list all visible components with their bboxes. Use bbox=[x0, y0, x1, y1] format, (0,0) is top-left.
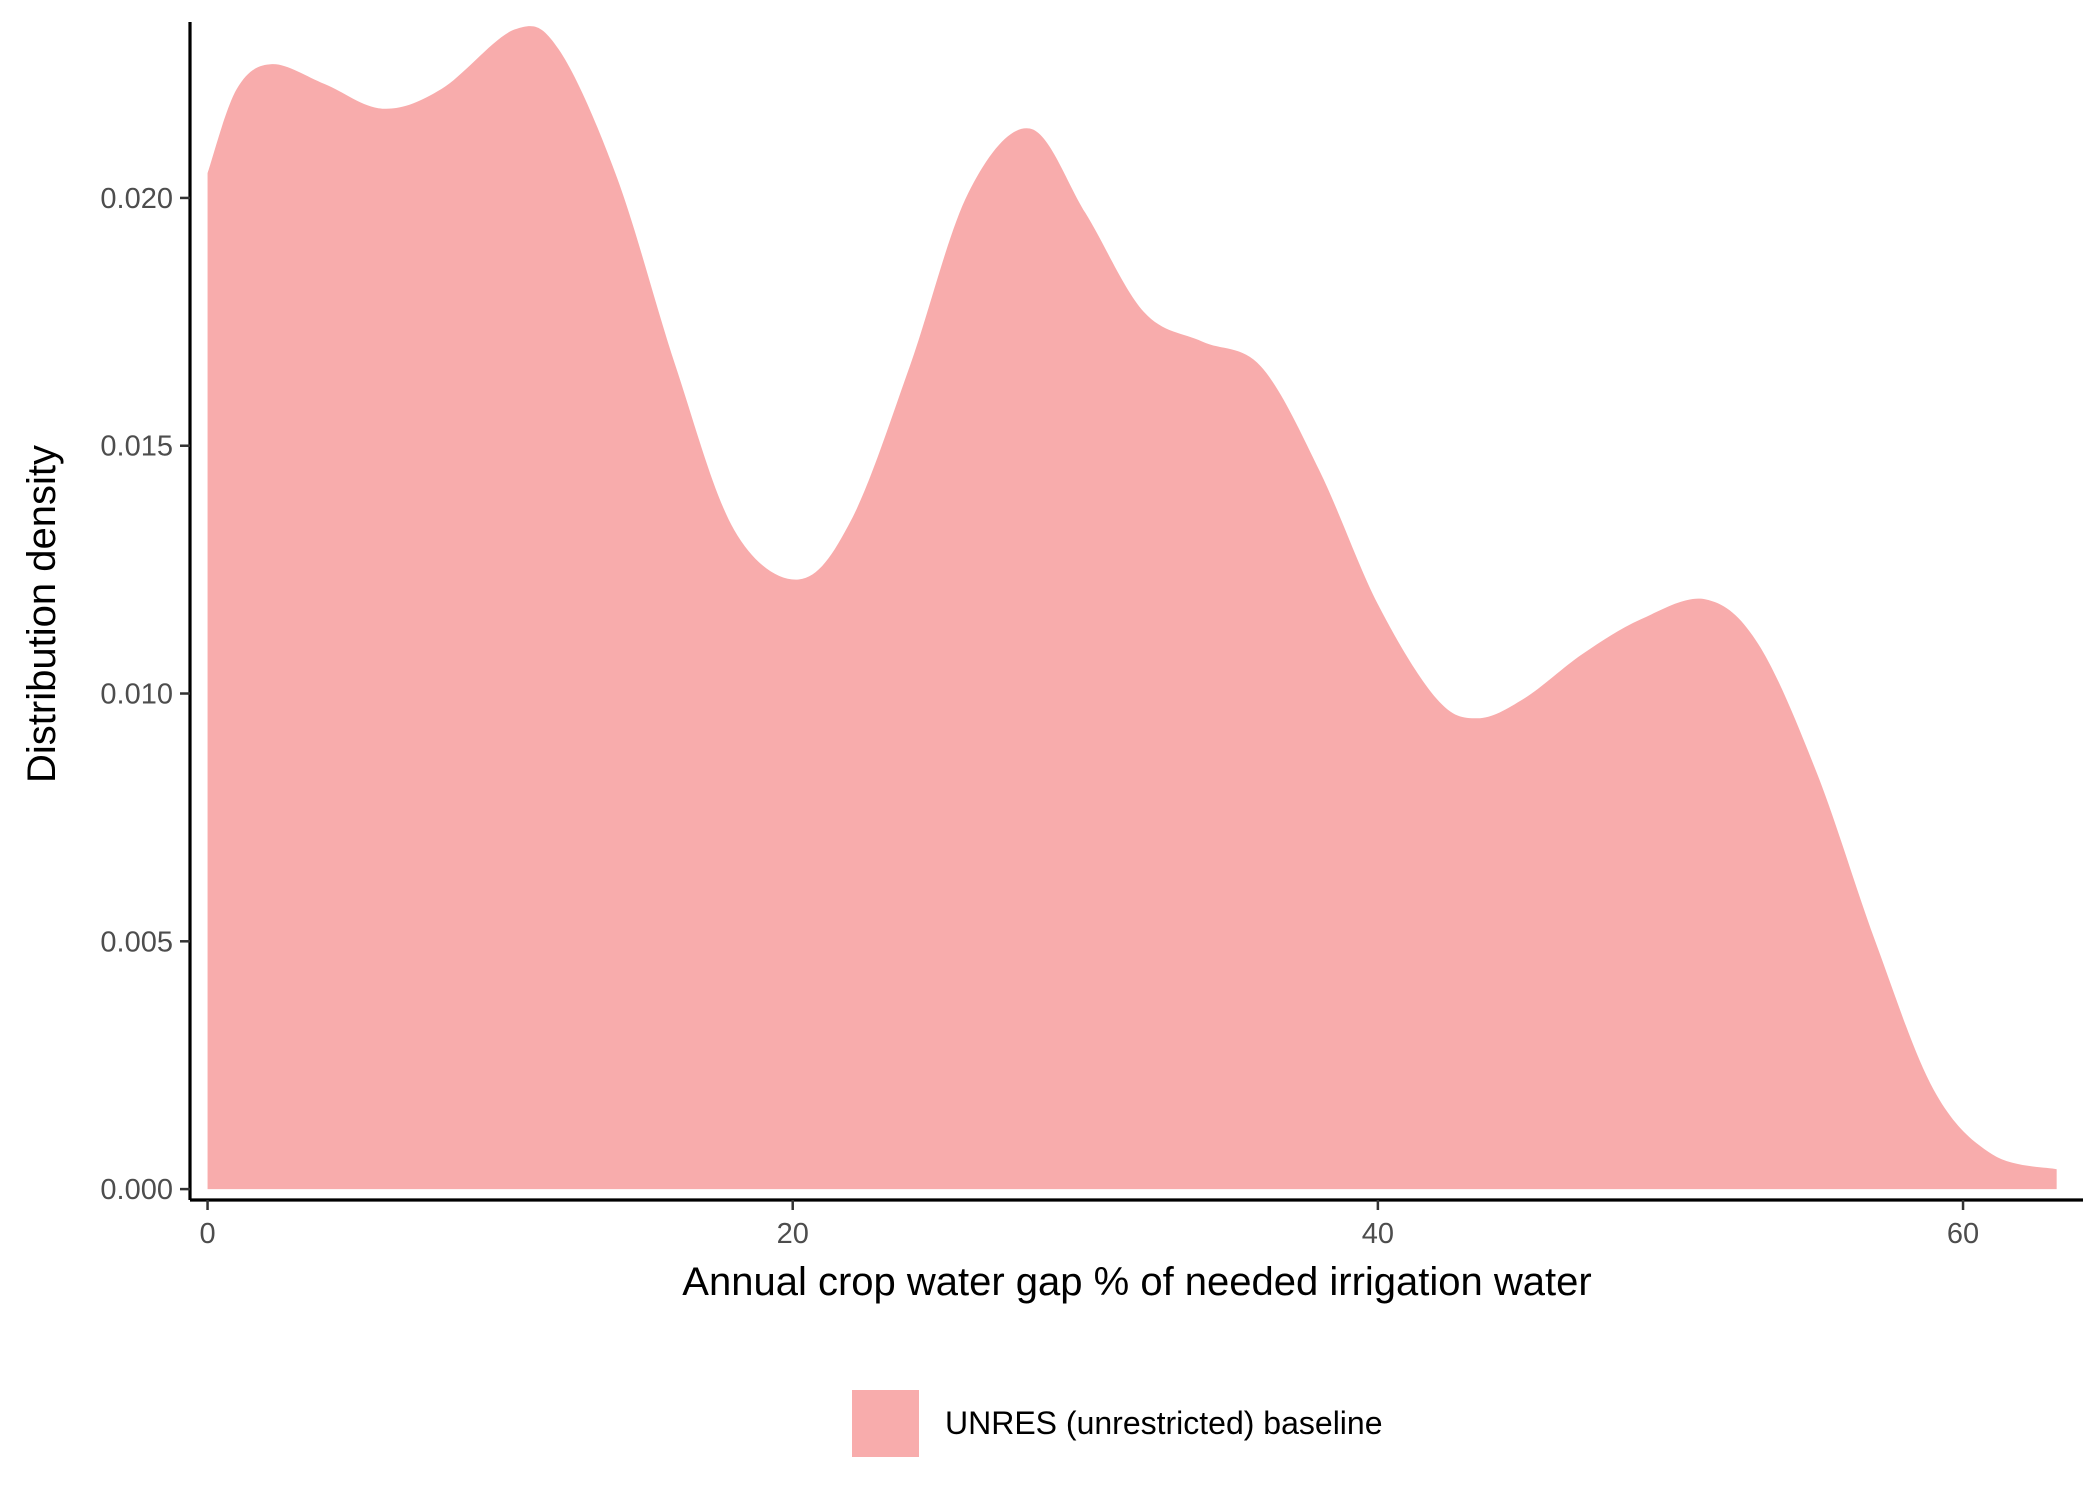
y-axis-title: Distribution density bbox=[20, 445, 64, 783]
legend-key bbox=[852, 1390, 919, 1457]
y-tick-label: 0.000 bbox=[100, 1174, 173, 1206]
legend-label: UNRES (unrestricted) baseline bbox=[945, 1405, 1383, 1441]
legend: UNRES (unrestricted) baseline bbox=[852, 1390, 1383, 1457]
y-tick-label: 0.015 bbox=[100, 431, 173, 463]
plot-area bbox=[207, 26, 2057, 1190]
x-axis-title: Annual crop water gap % of needed irriga… bbox=[682, 1260, 1591, 1304]
x-tick-label: 60 bbox=[1947, 1218, 1979, 1250]
x-tick-label: 40 bbox=[1362, 1218, 1394, 1250]
y-tick-label: 0.020 bbox=[100, 183, 173, 215]
x-tick-label: 20 bbox=[777, 1218, 809, 1250]
y-tick-label: 0.005 bbox=[100, 926, 173, 958]
axes: 0 20 40 60 0.000 0.005 0.010 0.015 0.020 bbox=[100, 22, 2083, 1250]
density-area-series-0 bbox=[207, 26, 2057, 1190]
y-tick-label: 0.010 bbox=[100, 679, 173, 711]
x-tick-label: 0 bbox=[199, 1218, 215, 1250]
